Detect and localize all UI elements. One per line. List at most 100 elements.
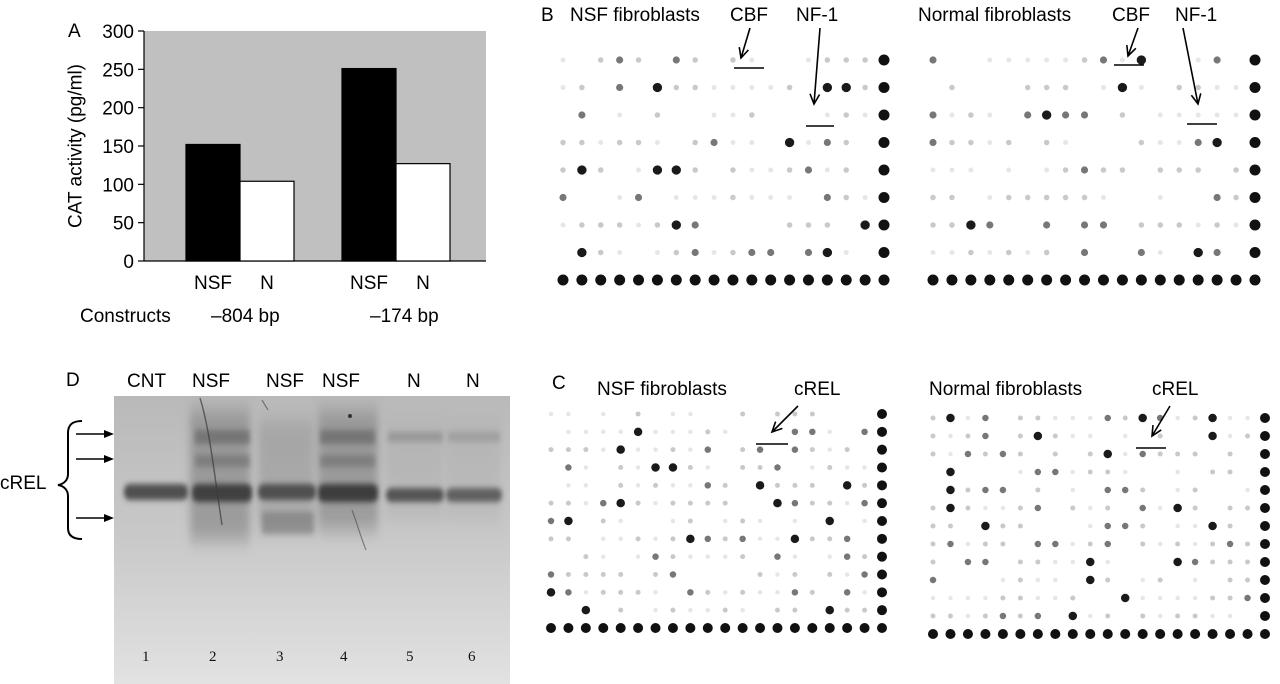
array-spot [877,587,887,598]
array-spot [653,536,658,542]
array-spot [945,629,956,639]
array-spot [775,536,780,542]
array-spot [843,194,849,201]
array-spot [618,607,624,613]
array-spot [566,429,571,435]
array-spot [930,559,936,565]
array-spot [822,82,833,93]
array-spot [740,554,746,560]
y-tick-label: 300 [102,22,134,43]
array-spot [968,112,974,118]
array-spot [878,192,890,203]
array-spot [1043,139,1050,146]
array-spot [843,139,849,146]
array-spot [964,450,972,458]
array-spot [755,623,766,633]
array-spot [1245,559,1251,565]
array-spot [711,195,717,200]
array-spot [1052,451,1058,457]
array-spot [636,222,642,228]
array-spot [1120,629,1131,639]
y-tick-label: 250 [102,60,134,81]
array-spot [614,274,626,286]
array-spot [805,140,811,145]
lane-title-5: N [407,371,421,392]
array-spot [962,629,973,639]
array-spot [772,623,783,633]
array-spot [1117,82,1128,93]
array-spot [704,535,712,543]
array-spot [823,193,831,202]
array-spot [1140,595,1145,601]
array-spot [1088,613,1093,619]
array-spot [773,498,782,508]
bar-nsf-2 [341,67,397,262]
array-spot [616,445,625,454]
array-spot [1081,57,1088,63]
array-spot [722,429,728,435]
array-spot [565,589,572,596]
array-spot [583,500,589,506]
array-spot [670,554,676,560]
array-spot [653,429,658,435]
gel-scratch [351,509,367,551]
lane-title-4: NSF [322,371,360,392]
array-spot [824,112,830,118]
gel-speck [348,414,352,418]
array-spot [946,485,955,495]
array-spot [1053,577,1058,583]
array-spot [1137,629,1148,639]
array-spot [1105,505,1111,511]
array-spot [740,607,745,613]
array-spot [670,536,676,542]
array-spot [757,590,763,595]
array-spot [1105,577,1111,583]
array-spot [862,607,868,613]
array-spot [1120,593,1130,603]
array-spot [1192,613,1198,619]
array-spot [653,447,658,452]
array-spot [807,623,818,633]
array-spot [987,140,993,145]
array-spot [1086,575,1095,585]
array-spot [548,411,554,417]
array-spot [618,518,623,524]
array-spot [825,516,834,526]
lane-number-6: 6 [468,649,476,665]
array-spot [1173,503,1182,513]
lane-title-2: NSF [192,371,230,392]
array-spot [1068,611,1078,621]
array-spot [1079,274,1091,286]
construct-label-174: –174 bp [370,306,439,327]
array-spot [1192,274,1204,286]
array-spot [878,164,890,176]
array-spot [784,137,795,148]
array-spot [768,167,774,173]
array-spot [999,450,1007,458]
array-spot [827,572,833,577]
array-spot [1006,249,1012,256]
array-spot [930,613,936,619]
array-spot [948,595,953,601]
array-spot [672,56,680,64]
array-spot [844,572,850,577]
array-spot [804,166,813,174]
array-spot [982,541,988,547]
array-spot [618,536,623,542]
array-spot [560,85,566,90]
array-spot [1195,84,1201,91]
array-spot [928,629,938,639]
array-spot [862,84,868,91]
array-spot [878,109,890,121]
array-spot [757,536,763,542]
array-spot [1025,57,1031,63]
array-spot [740,411,746,417]
array-spot [792,554,798,559]
array-spot [930,595,936,601]
array-spot [1191,558,1199,566]
array-spot [1230,274,1242,286]
array-spot [965,487,971,493]
array-spot [842,623,853,633]
array-spot [598,222,604,228]
gel-smear-lane-4 [318,410,378,530]
